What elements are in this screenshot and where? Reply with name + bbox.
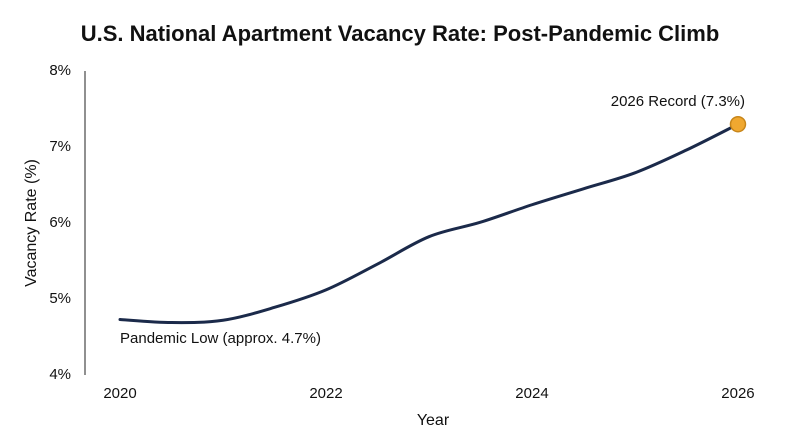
chart-title: U.S. National Apartment Vacancy Rate: Po…	[81, 21, 720, 46]
x-tick-label: 2026	[721, 385, 754, 402]
x-tick-label: 2024	[515, 385, 548, 402]
y-tick-label: 7%	[49, 138, 71, 155]
x-tick-label: 2020	[103, 385, 136, 402]
y-tick-label: 8%	[49, 62, 71, 79]
highlight-point	[729, 115, 747, 133]
y-tick-label: 6%	[49, 214, 71, 231]
line-series	[118, 122, 740, 325]
x-axis-label: Year	[417, 412, 450, 429]
y-axis-label: Vacancy Rate (%)	[23, 159, 40, 287]
annotation: Pandemic Low (approx. 4.7%)	[120, 330, 321, 347]
y-tick-label: 5%	[49, 290, 71, 307]
y-tick-label: 4%	[49, 366, 71, 383]
annotation: 2026 Record (7.3%)	[611, 93, 745, 110]
x-tick-label: 2022	[309, 385, 342, 402]
